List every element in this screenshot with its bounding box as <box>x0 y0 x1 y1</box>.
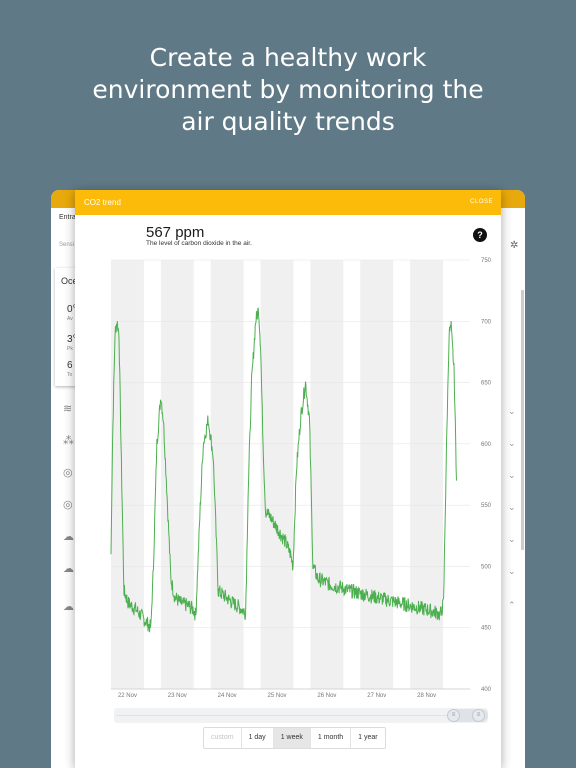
wind-icon[interactable]: ≋ <box>63 403 73 415</box>
range-selector[interactable]: ≡ ≡ <box>114 708 488 723</box>
card-value: 0° <box>67 304 77 315</box>
x-tick-label: 27 Nov <box>367 693 386 699</box>
card-value: 3° <box>67 334 77 345</box>
co2-trend-dialog: CO2 trend CLOSE 567 ppm The level of car… <box>75 190 501 768</box>
dialog-header: CO2 trend CLOSE <box>75 190 501 215</box>
close-button[interactable]: CLOSE <box>470 199 493 205</box>
chevron-down-icon[interactable]: ⌄ <box>508 470 516 480</box>
x-tick-label: 26 Nov <box>317 693 336 699</box>
card-value: 6 <box>67 360 73 371</box>
headline: Create a healthy work environment by mon… <box>0 42 576 138</box>
search-label[interactable]: Sensi <box>59 242 75 248</box>
chevron-down-icon[interactable]: ⌄ <box>508 406 516 416</box>
help-icon[interactable]: ? <box>473 228 487 242</box>
headline-line-1: Create a healthy work <box>149 43 427 72</box>
card-title: Oce <box>61 276 78 286</box>
y-tick-label: 700 <box>481 319 492 325</box>
day-band <box>111 260 144 689</box>
cloud-icon[interactable]: ☁ <box>63 601 74 613</box>
period-1-month-button[interactable]: 1 month <box>311 728 352 748</box>
x-tick-label: 23 Nov <box>168 693 187 699</box>
chevron-down-icon[interactable]: ⌄ <box>508 438 516 448</box>
y-tick-label: 500 <box>481 564 492 570</box>
chevron-down-icon[interactable]: ⌄ <box>508 534 516 544</box>
y-tick-label: 400 <box>481 687 492 693</box>
y-tick-label: 750 <box>481 258 492 264</box>
y-tick-label: 650 <box>481 381 492 387</box>
x-tick-label: 25 Nov <box>268 693 287 699</box>
y-tick-label: 450 <box>481 626 492 632</box>
cloud-icon[interactable]: ☁ <box>63 563 74 575</box>
day-band <box>210 260 244 689</box>
day-band <box>360 260 394 689</box>
sensor-icon[interactable]: ◎ <box>63 467 73 479</box>
day-band <box>160 260 194 689</box>
headline-line-2: environment by monitoring the <box>92 75 484 104</box>
period-1-day-button[interactable]: 1 day <box>242 728 274 748</box>
chevron-down-icon[interactable]: ⌄ <box>508 566 516 576</box>
period-1-year-button[interactable]: 1 year <box>358 734 378 741</box>
range-track <box>116 715 448 716</box>
card-sub: Pk <box>67 346 73 352</box>
series-line <box>110 307 457 633</box>
chevron-up-icon[interactable]: ⌃ <box>508 600 516 610</box>
range-handle-left[interactable]: ≡ <box>447 709 460 722</box>
dialog-title: CO2 trend <box>84 198 121 207</box>
day-band <box>260 260 294 689</box>
y-tick-label: 600 <box>481 442 492 448</box>
value-description: The level of carbon dioxide in the air. <box>146 240 252 247</box>
x-tick-label: 22 Nov <box>118 693 137 699</box>
cloud-icon[interactable]: ☁ <box>63 531 74 543</box>
period-1-week-button[interactable]: 1 week <box>273 728 311 748</box>
sensor-icon[interactable]: ◎ <box>63 499 73 511</box>
day-band <box>410 260 444 689</box>
period-custom-button[interactable]: custom <box>204 728 242 748</box>
entry-label[interactable]: Entra <box>59 214 76 221</box>
co2-line-chart[interactable]: 750 700 650 600 550 500 450 400 22 Nov 23 Nov 24 N… <box>75 250 501 700</box>
current-value: 567 ppm <box>146 224 205 241</box>
period-selector: custom 1 day 1 week 1 month 1 year <box>203 727 386 749</box>
day-band <box>310 260 344 689</box>
y-tick-label: 550 <box>481 503 492 509</box>
card-sub: To <box>67 372 73 378</box>
card-sub: Av <box>67 316 73 322</box>
chevron-down-icon[interactable]: ⌄ <box>508 502 516 512</box>
scrollbar[interactable] <box>521 290 524 550</box>
x-tick-label: 28 Nov <box>417 693 436 699</box>
gear-icon[interactable]: ✲ <box>510 240 519 251</box>
range-handle-right[interactable]: ≡ <box>472 709 485 722</box>
molecule-icon[interactable]: ⁂ <box>63 435 74 447</box>
x-tick-label: 24 Nov <box>218 693 237 699</box>
headline-line-3: air quality trends <box>181 107 395 136</box>
